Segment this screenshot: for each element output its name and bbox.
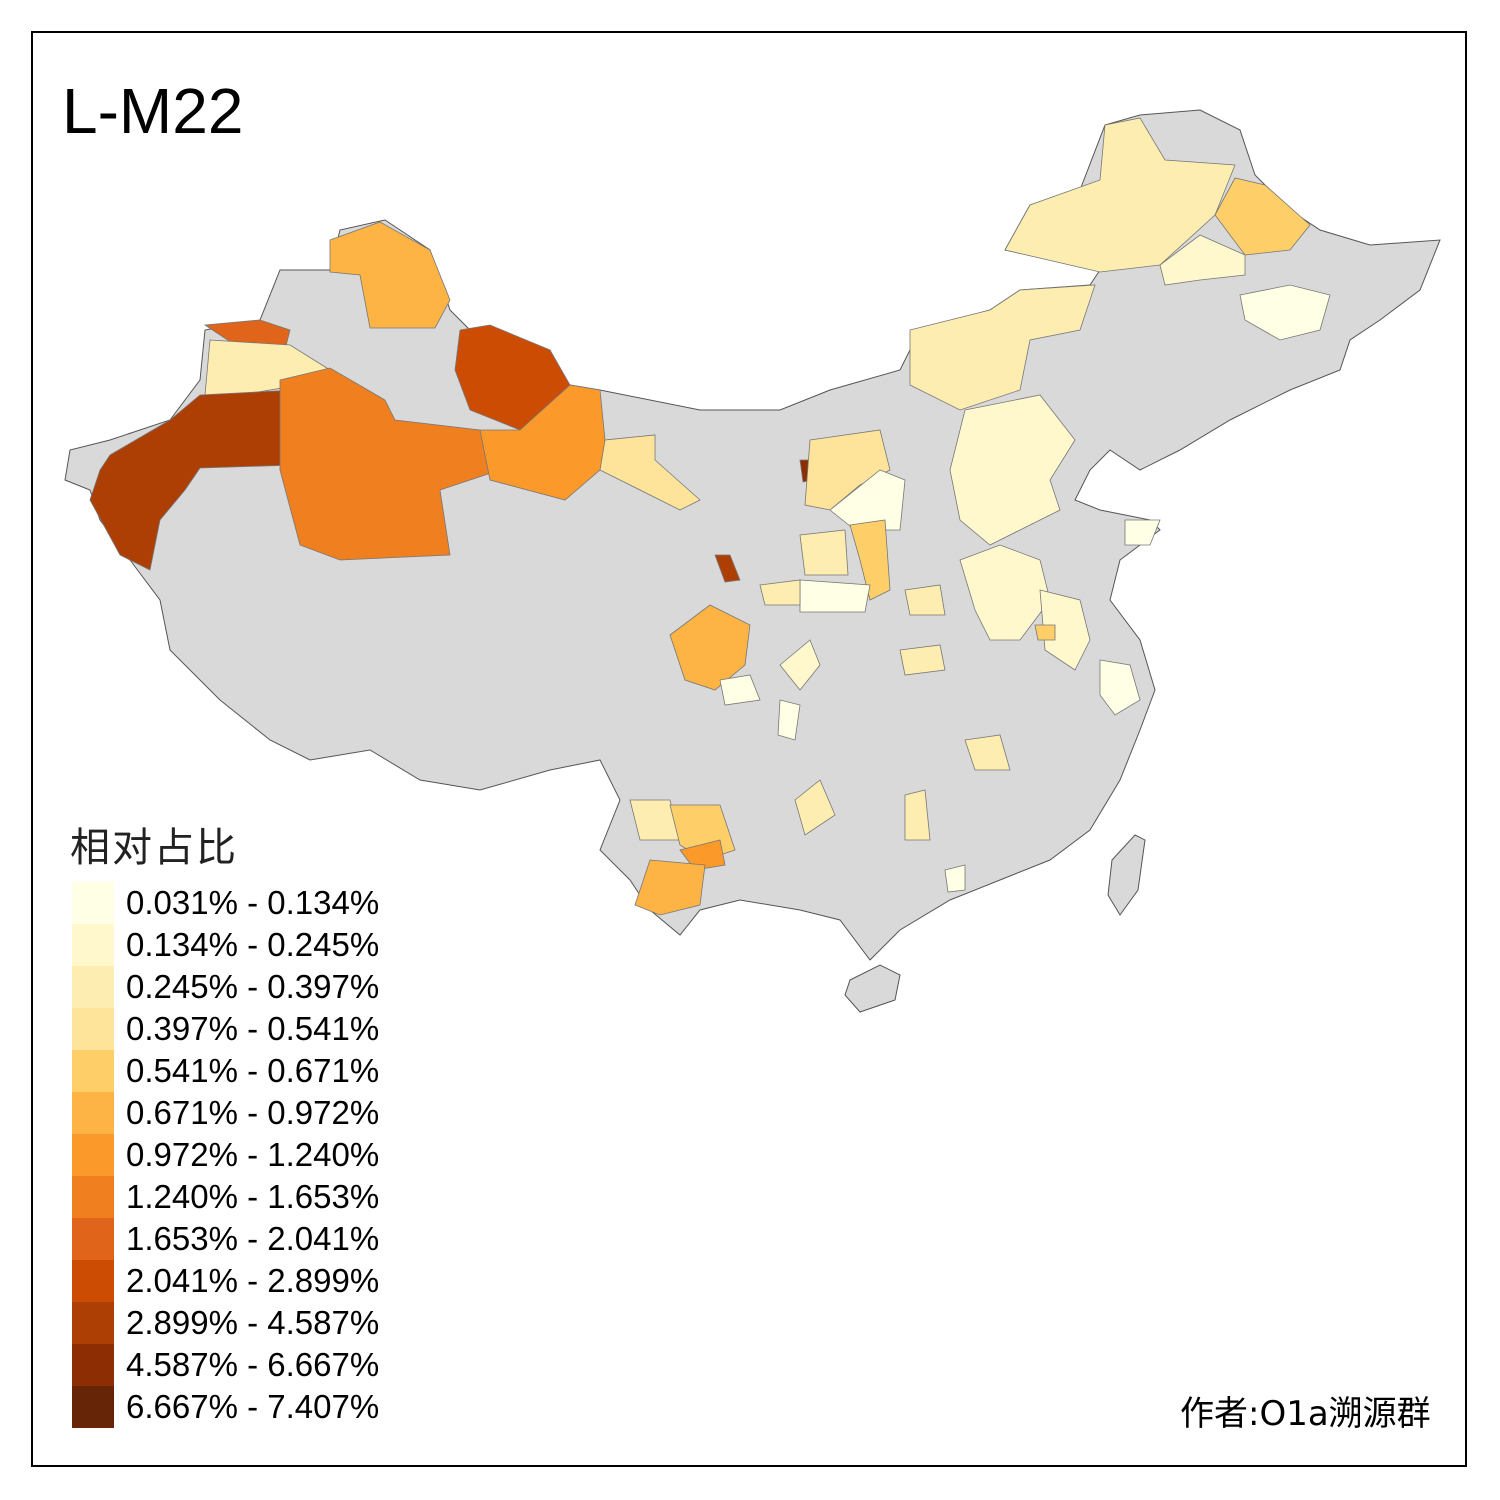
map-region [1099, 659, 1141, 716]
legend-swatch [72, 924, 114, 966]
legend-swatch [72, 1218, 114, 1260]
map-region [1124, 519, 1161, 546]
map-region [804, 429, 891, 511]
legend-item: 0.671% - 0.972% [72, 1092, 379, 1134]
map-region [1159, 234, 1246, 286]
legend-label: 0.972% - 1.240% [126, 1136, 380, 1173]
legend-label: 0.397% - 0.541% [126, 1010, 380, 1047]
legend-item: 0.972% - 1.240% [72, 1134, 379, 1176]
legend-swatch [72, 1302, 114, 1344]
map-region [759, 579, 801, 606]
map-region [799, 579, 871, 613]
legend-label: 1.653% - 2.041% [126, 1220, 380, 1257]
legend-label: 6.667% - 7.407% [126, 1388, 380, 1425]
legend-swatch [72, 1050, 114, 1092]
legend-swatch [72, 1386, 114, 1428]
legend-label: 0.031% - 0.134% [126, 884, 380, 921]
map-region [777, 699, 801, 741]
legend-item: 0.134% - 0.245% [72, 924, 379, 966]
map-region [714, 554, 741, 583]
legend-swatch [72, 966, 114, 1008]
plot-border [31, 31, 1467, 1467]
map-region [964, 734, 1011, 771]
legend-swatch [72, 1008, 114, 1050]
legend: 0.031% - 0.134% 0.134% - 0.245% 0.245% - 0… [72, 882, 379, 1428]
map-region [669, 604, 751, 691]
legend-label: 2.899% - 4.587% [126, 1304, 380, 1341]
legend-label: 4.587% - 6.667% [126, 1346, 380, 1383]
map-region [599, 434, 701, 511]
legend-swatch [72, 1260, 114, 1302]
map-region [799, 529, 849, 576]
legend-item: 0.031% - 0.134% [72, 882, 379, 924]
legend-label: 0.541% - 0.671% [126, 1052, 380, 1089]
map-region [89, 389, 296, 571]
legend-item: 4.587% - 6.667% [72, 1344, 379, 1386]
map-region [329, 221, 451, 329]
legend-item: 0.245% - 0.397% [72, 966, 379, 1008]
map-region [1004, 117, 1236, 273]
map-region [279, 367, 501, 561]
legend-item: 0.397% - 0.541% [72, 1008, 379, 1050]
map-region [719, 674, 761, 706]
legend-item: 0.541% - 0.671% [72, 1050, 379, 1092]
legend-swatch [72, 1092, 114, 1134]
legend-item: 2.899% - 4.587% [72, 1302, 379, 1344]
map-region [1034, 624, 1056, 641]
map-region [904, 789, 931, 841]
map-region [794, 779, 836, 836]
taiwan-island [1107, 834, 1146, 916]
legend-label: 0.245% - 0.397% [126, 968, 380, 1005]
map-region [779, 639, 821, 691]
legend-label: 0.671% - 0.972% [126, 1094, 380, 1131]
map-title: L-M22 [62, 75, 244, 147]
map-region [849, 519, 891, 601]
map-region [944, 864, 966, 893]
map-region [1239, 284, 1331, 341]
legend-swatch [72, 1134, 114, 1176]
legend-item: 2.041% - 2.899% [72, 1260, 379, 1302]
map-region [899, 644, 946, 676]
legend-swatch [72, 1344, 114, 1386]
legend-item: 6.667% - 7.407% [72, 1386, 379, 1428]
map-region [949, 394, 1076, 546]
map-region [909, 284, 1096, 411]
hainan-island [844, 964, 901, 1013]
author-credit: 作者:O1a溯源群 [1180, 1394, 1431, 1434]
legend-item: 1.240% - 1.653% [72, 1176, 379, 1218]
legend-item: 1.653% - 2.041% [72, 1218, 379, 1260]
map-region [634, 859, 706, 916]
legend-swatch [72, 882, 114, 924]
map-region [904, 584, 946, 616]
legend-label: 0.134% - 0.245% [126, 926, 380, 963]
legend-swatch [72, 1176, 114, 1218]
legend-label: 1.240% - 1.653% [126, 1178, 380, 1215]
legend-title: 相对占比 [70, 825, 238, 871]
map-region [959, 544, 1051, 641]
legend-label: 2.041% - 2.899% [126, 1262, 380, 1299]
